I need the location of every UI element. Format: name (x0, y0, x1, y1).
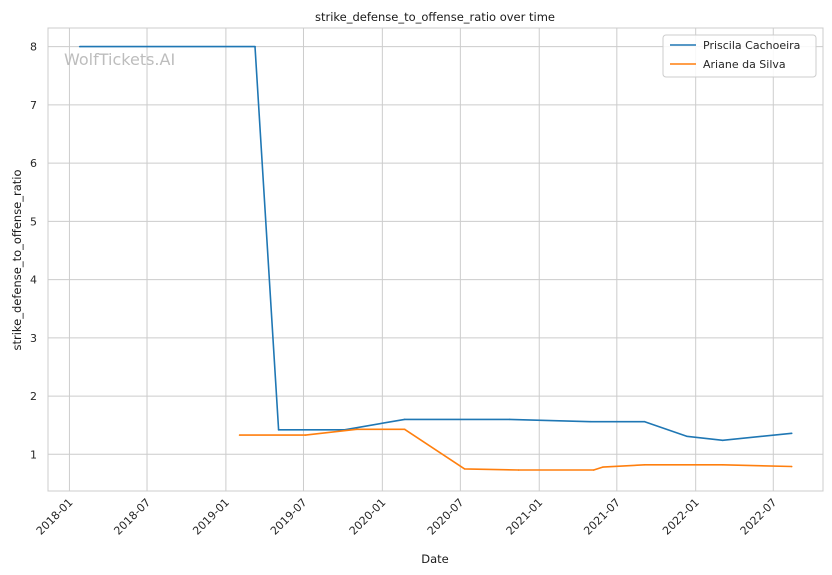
grid (48, 28, 823, 491)
data-point (78, 45, 81, 48)
y-tick-label: 3 (30, 332, 37, 345)
series-lines (78, 45, 793, 471)
data-point (508, 418, 511, 421)
y-tick-labels: 1 2 3 4 5 6 7 8 (30, 41, 37, 462)
x-tick-label: 2020-01 (347, 496, 389, 538)
data-point (463, 468, 466, 470)
data-point (238, 434, 241, 436)
x-tick-labels: 2018-01 2018-07 2019-01 2019-07 2020-01 2020-… (34, 496, 780, 538)
x-axis-title: Date (421, 552, 449, 566)
data-point (304, 434, 307, 436)
x-tick-label: 2021-01 (504, 496, 546, 538)
plot-area (48, 28, 823, 491)
y-tick-label: 7 (30, 99, 37, 112)
x-tick-label: 2022-07 (738, 496, 780, 538)
data-point (790, 432, 793, 435)
data-point (254, 45, 256, 48)
y-tick-label: 1 (30, 448, 37, 461)
y-tick-label: 2 (30, 390, 37, 403)
data-point (592, 469, 595, 471)
chart-title: strike_defense_to_offense_ratio over tim… (315, 10, 555, 24)
data-point (721, 439, 724, 442)
data-point (589, 420, 592, 423)
x-tick-label: 2018-01 (34, 496, 76, 538)
data-point (685, 435, 688, 438)
watermark: WolfTickets.AI (64, 50, 175, 69)
y-tick-label: 4 (30, 274, 37, 287)
data-point (643, 420, 646, 423)
x-tick-label: 2018-07 (111, 496, 153, 538)
data-point (643, 463, 646, 466)
y-tick-label: 6 (30, 157, 37, 170)
data-point (277, 429, 280, 431)
data-point (355, 428, 358, 431)
x-tick-label: 2022-01 (660, 496, 702, 538)
y-tick-label: 8 (30, 41, 37, 54)
data-point (790, 465, 793, 468)
x-tick-label: 2021-07 (581, 496, 623, 538)
legend: Priscila Cachoeira Ariane da Silva (662, 34, 817, 78)
x-tick-label: 2019-07 (268, 496, 310, 538)
x-tick-label: 2020-07 (425, 496, 467, 538)
x-tick-label: 2019-01 (190, 496, 232, 538)
data-point (517, 469, 520, 471)
data-point (721, 463, 724, 466)
legend-box (662, 34, 817, 78)
plot-frame (47, 27, 824, 492)
y-tick-label: 5 (30, 215, 37, 228)
data-point (601, 466, 604, 468)
legend-label-ariane: Ariane da Silva (703, 58, 786, 71)
legend-label-priscila: Priscila Cachoeira (703, 39, 800, 52)
data-point (403, 418, 406, 421)
data-point (403, 428, 406, 431)
y-axis-title: strike_defense_to_offense_ratio (10, 169, 24, 350)
